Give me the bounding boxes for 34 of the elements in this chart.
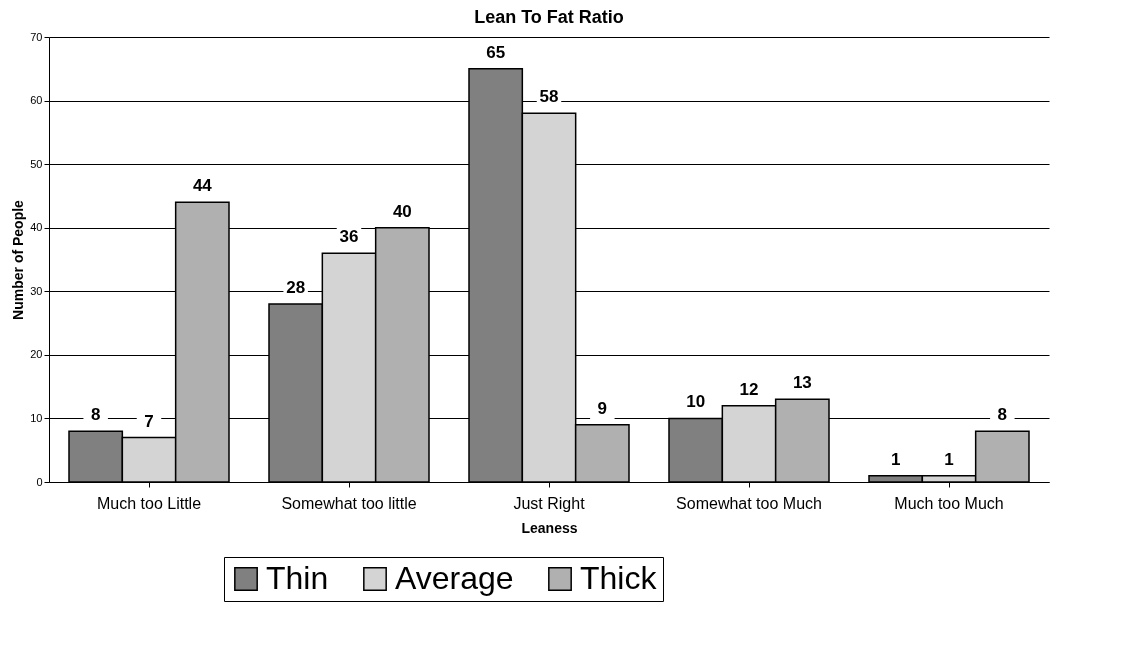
- y-tick-label: 70: [30, 30, 43, 43]
- x-tick-label: Somewhat too little: [281, 494, 417, 512]
- x-tick-label: Just Right: [513, 494, 586, 512]
- y-tick-label: 50: [30, 157, 43, 170]
- data-label: 1: [944, 449, 954, 469]
- y-tick-label: 30: [30, 284, 43, 297]
- data-label: 44: [192, 176, 213, 196]
- data-label: 28: [286, 278, 306, 297]
- data-label: 9: [597, 398, 608, 418]
- y-tick-label: 0: [36, 475, 43, 488]
- y-tick-label: 10: [30, 411, 43, 424]
- data-label: 12: [739, 379, 759, 399]
- data-label: 40: [392, 201, 412, 221]
- x-tick-label: Much too Much: [894, 494, 1004, 512]
- data-label: 13: [792, 373, 812, 393]
- data-label: 1: [890, 449, 901, 469]
- legend-label: Thick: [580, 560, 658, 596]
- y-axis-title: Number of People: [10, 199, 27, 320]
- legend-label: Thin: [266, 560, 329, 596]
- x-tick-label: Much too Little: [96, 494, 202, 512]
- data-label: 8: [90, 405, 101, 425]
- legend-label: Average: [395, 560, 514, 596]
- data-label: 65: [486, 42, 506, 62]
- x-tick-label: Somewhat too Much: [676, 494, 822, 512]
- data-label: 8: [997, 405, 1008, 425]
- y-tick-label: 40: [30, 221, 43, 234]
- y-tick-label: 20: [30, 348, 43, 361]
- data-label: 36: [339, 227, 359, 247]
- x-axis-title: Leaness: [521, 519, 578, 536]
- chart-title: Lean To Fat Ratio: [474, 7, 624, 27]
- data-label: 58: [539, 87, 559, 107]
- data-label: 7: [144, 411, 154, 431]
- y-tick-label: 60: [30, 94, 43, 107]
- data-label: 10: [686, 392, 706, 412]
